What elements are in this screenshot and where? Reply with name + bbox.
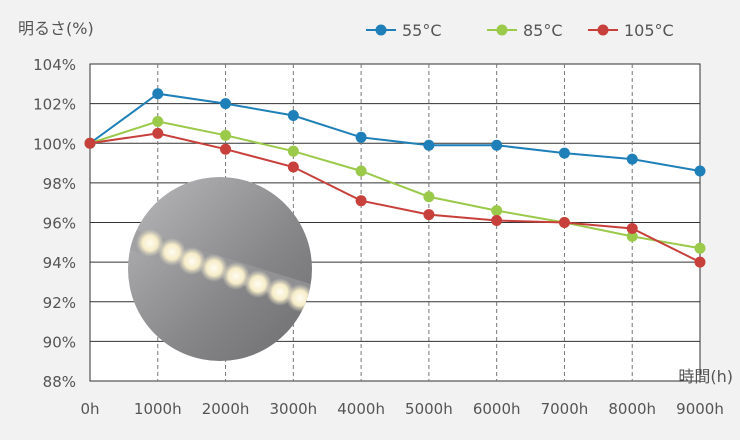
y-tick-label: 90% (43, 333, 76, 351)
data-point (220, 98, 232, 110)
data-point (491, 215, 503, 227)
data-point (220, 129, 232, 141)
data-point (558, 147, 570, 159)
series-lines (84, 88, 706, 268)
data-point (694, 256, 706, 268)
legend-label: 55°C (402, 21, 442, 40)
legend-marker (597, 24, 609, 36)
data-point (423, 191, 435, 203)
legend-item: 105°C (588, 21, 674, 40)
series-line (89, 92, 701, 172)
x-tick-label: 1000h (134, 400, 182, 418)
y-tick-label: 100% (33, 135, 76, 153)
legend: 55°C 85°C 105°C (366, 21, 674, 40)
x-tick-label: 8000h (608, 400, 656, 418)
led-strip-photo (128, 177, 312, 361)
data-point (626, 230, 638, 242)
y-tick-label: 98% (43, 175, 76, 193)
data-point (423, 209, 435, 221)
data-point (626, 153, 638, 165)
series-line (89, 132, 701, 264)
x-axis: 0h 1000h 2000h 3000h 4000h 5000h 6000h 7000h 800… (80, 400, 723, 418)
legend-marker (496, 24, 508, 36)
legend-marker (375, 24, 387, 36)
data-point (287, 161, 299, 173)
data-point (287, 110, 299, 122)
x-tick-label: 5000h (405, 400, 453, 418)
x-tick-label: 9000h (676, 400, 724, 418)
x-tick-label: 4000h (337, 400, 385, 418)
x-tick-label: 3000h (269, 400, 317, 418)
x-tick-label: 0h (80, 400, 99, 418)
y-tick-label: 92% (43, 294, 76, 312)
data-point (84, 137, 96, 149)
y-tick-label: 96% (43, 215, 76, 233)
data-point (355, 195, 367, 207)
legend-label: 105°C (624, 21, 674, 40)
x-tick-label: 2000h (202, 400, 250, 418)
legend-item: 85°C (487, 21, 563, 40)
series-1 (84, 115, 706, 254)
data-point (491, 205, 503, 217)
y-tick-label: 88% (43, 373, 76, 391)
data-point (626, 222, 638, 234)
data-point (423, 139, 435, 151)
legend-label: 85°C (523, 21, 563, 40)
data-point (152, 88, 164, 100)
y-tick-label: 104% (33, 56, 76, 74)
data-point (491, 139, 503, 151)
legend-item: 55°C (366, 21, 442, 40)
y-tick-label: 102% (33, 96, 76, 114)
data-point (694, 165, 706, 177)
y-axis-title: 明るさ(%) (18, 19, 94, 38)
y-axis: 88% 90% 92% 94% 96% 98% 100% 102% 104% (33, 56, 76, 391)
data-point (355, 131, 367, 143)
data-point (558, 217, 570, 228)
data-point (694, 242, 706, 254)
x-tick-label: 6000h (473, 400, 521, 418)
series-2 (84, 127, 706, 268)
x-axis-title: 時間(h) (678, 367, 733, 386)
data-point (152, 115, 164, 127)
data-point (287, 145, 299, 157)
x-tick-label: 7000h (541, 400, 589, 418)
data-point (220, 143, 232, 155)
series-line (89, 120, 701, 250)
data-point (152, 127, 164, 139)
y-tick-label: 94% (43, 254, 76, 272)
data-point (355, 165, 367, 177)
